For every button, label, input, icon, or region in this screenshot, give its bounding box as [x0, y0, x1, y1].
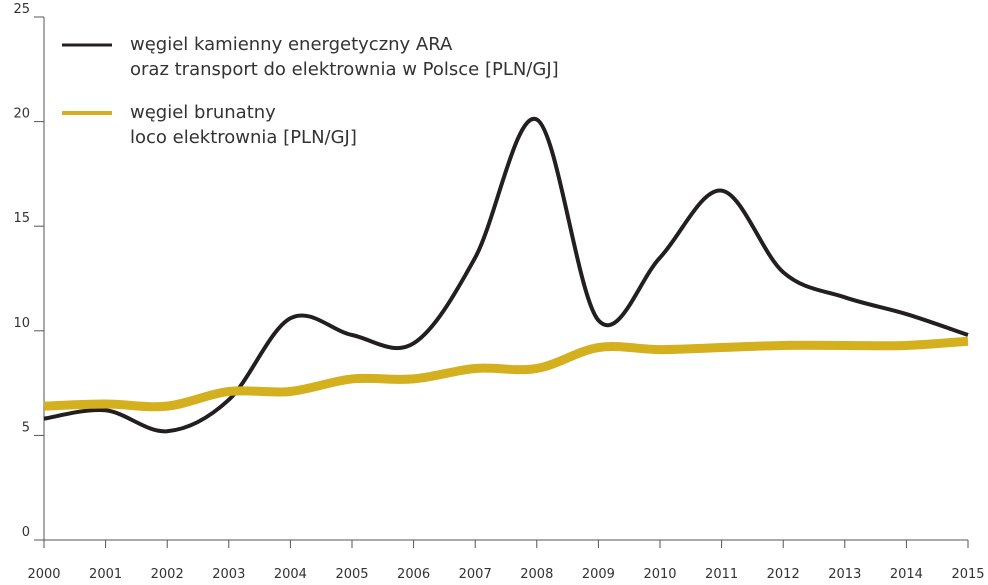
y-tick-label: 0 — [22, 525, 30, 540]
y-tick-label: 5 — [22, 420, 30, 435]
x-tick-label: 2015 — [951, 567, 984, 582]
legend-label: węgiel kamienny energetyczny ARA oraz tr… — [130, 34, 559, 80]
x-tick-label: 2002 — [151, 567, 184, 582]
x-tick-label: 2003 — [212, 567, 245, 582]
x-tick-label: 2011 — [705, 567, 738, 582]
x-tick-label: 2014 — [890, 567, 923, 582]
y-tick-label: 15 — [13, 211, 30, 226]
y-tick-label: 20 — [13, 107, 30, 122]
series-line — [43, 336, 969, 412]
x-tick-label: 2008 — [520, 567, 553, 582]
series-line — [43, 117, 969, 434]
y-tick-label: 25 — [13, 2, 30, 17]
x-tick-label: 2006 — [397, 567, 430, 582]
y-tick-label: 10 — [13, 316, 30, 331]
x-tick-label: 2007 — [459, 567, 492, 582]
x-tick-label: 2004 — [274, 567, 307, 582]
x-tick-label: 2001 — [89, 567, 122, 582]
x-tick-label: 2013 — [828, 567, 861, 582]
x-tick-label: 2012 — [767, 567, 800, 582]
x-tick-label: 2009 — [582, 567, 615, 582]
x-tick-label: 2010 — [643, 567, 676, 582]
legend-label: węgiel brunatny loco elektrownia [PLN/GJ… — [130, 102, 357, 148]
x-tick-label: 2000 — [27, 567, 60, 582]
x-tick-label: 2005 — [335, 567, 368, 582]
